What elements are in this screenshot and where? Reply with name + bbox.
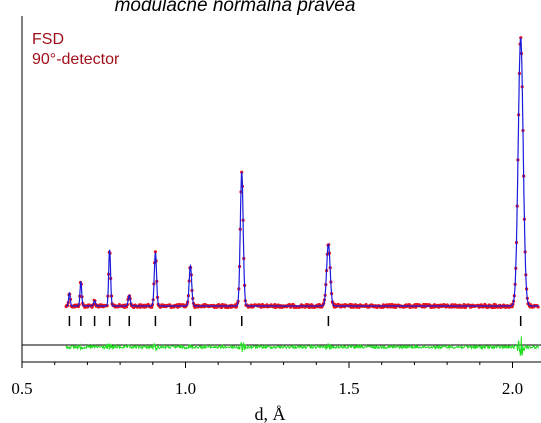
x-axis-title: d, Å — [255, 404, 286, 423]
x-tick-label: 2.0 — [502, 379, 523, 398]
annotation-detector: 90°-detector — [32, 51, 120, 68]
observed-points-group — [64, 36, 540, 310]
x-tick-label: 1.0 — [175, 379, 196, 398]
x-ticks-group: 0.5 1.0 1.5 2.0 — [11, 362, 523, 398]
observed-point — [153, 250, 157, 254]
difference-curve — [65, 336, 539, 356]
difference-curve-group — [65, 336, 539, 356]
calculated-curve — [66, 37, 539, 307]
chart-title: modulacne normalna pravea — [115, 0, 356, 16]
annotation-fsd: FSD — [32, 31, 64, 48]
x-tick-label: 0.5 — [11, 379, 32, 398]
reflection-ticks-group — [68, 316, 522, 326]
calculated-curve-group — [66, 37, 539, 307]
x-tick-label: 1.5 — [338, 379, 359, 398]
